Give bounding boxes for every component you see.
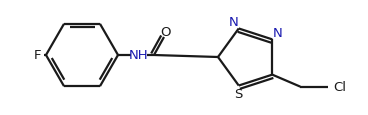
- Text: S: S: [234, 87, 243, 100]
- Text: Cl: Cl: [333, 80, 346, 93]
- Text: N: N: [272, 27, 282, 40]
- Text: NH: NH: [129, 49, 149, 62]
- Text: O: O: [161, 25, 171, 38]
- Text: F: F: [33, 49, 41, 62]
- Text: N: N: [229, 16, 238, 29]
